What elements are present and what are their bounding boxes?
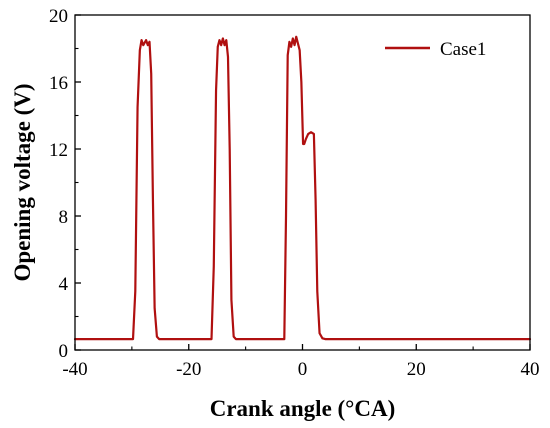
y-tick-label: 12 — [49, 140, 68, 161]
ticks-layer: -40 -20 0 20 40 0 4 8 12 16 20 — [49, 6, 540, 380]
y-axis-title: Opening voltage (V) — [10, 83, 35, 281]
x-tick-label: 40 — [521, 359, 540, 380]
legend: Case1 — [385, 39, 486, 60]
y-tick-label: 4 — [59, 274, 69, 295]
x-axis-title: Crank angle (°CA) — [210, 396, 396, 421]
x-tick-label: 0 — [298, 359, 308, 380]
y-tick-label: 8 — [59, 207, 69, 228]
x-tick-label: 20 — [407, 359, 426, 380]
series-layer — [73, 35, 532, 341]
x-tick-label: -40 — [62, 359, 87, 380]
series-line-case1 — [73, 35, 532, 341]
plot-frame — [74, 14, 531, 351]
y-tick-label: 20 — [49, 6, 68, 27]
y-tick-label: 16 — [49, 73, 68, 94]
legend-label-case1: Case1 — [440, 39, 486, 60]
y-tick-label: 0 — [59, 341, 69, 362]
x-tick-label: -20 — [176, 359, 201, 380]
